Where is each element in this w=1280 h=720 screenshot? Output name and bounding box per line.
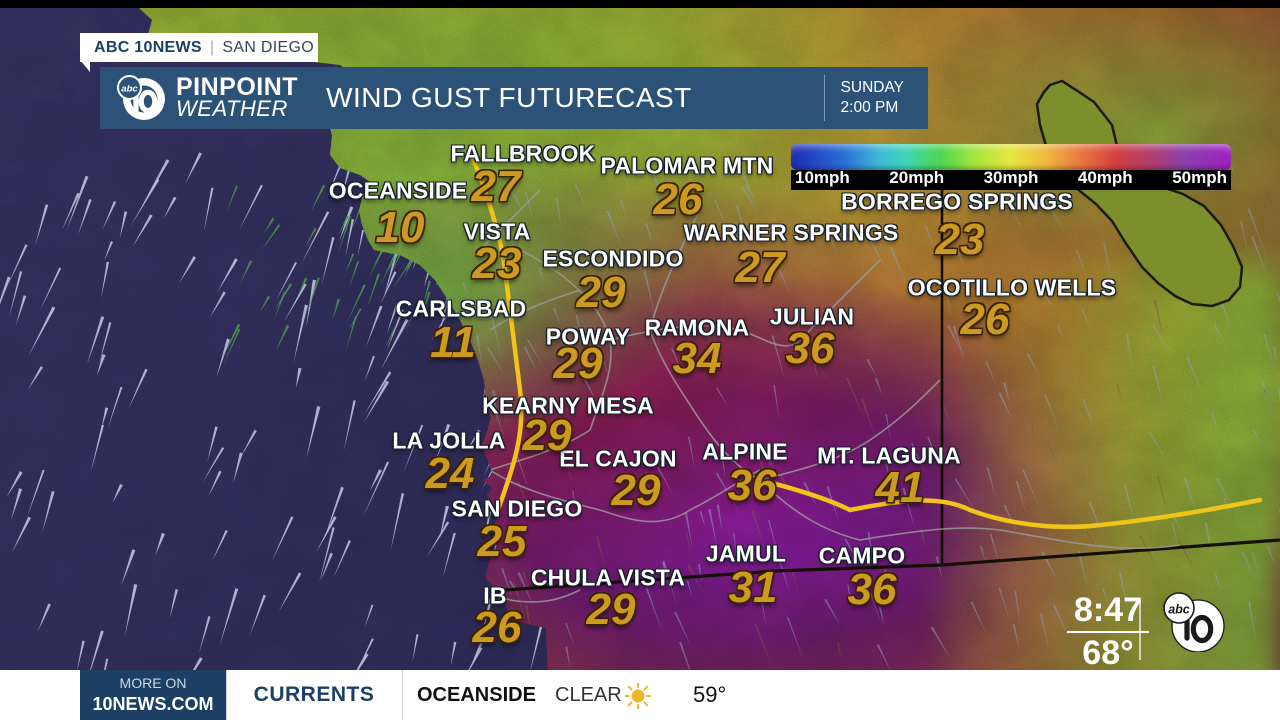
svg-text:abc: abc [1168, 603, 1190, 617]
svg-text:abc: abc [121, 83, 138, 94]
